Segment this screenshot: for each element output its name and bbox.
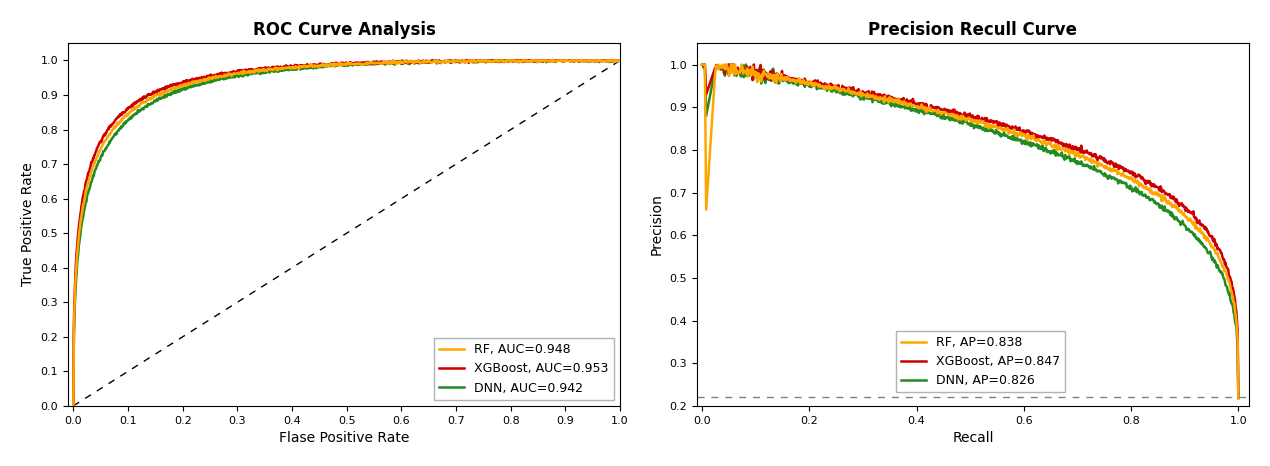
DNN, AP=0.826 (728, 67, 743, 72)
DNN, AP=0.826 (695, 62, 710, 67)
DNN, AUC=0.942 (122, 116, 137, 122)
XGBoost, AUC=0.953 (122, 104, 137, 110)
XGBoost, AP=0.847 (1156, 188, 1171, 193)
DNN, AUC=0.942 (503, 58, 518, 64)
XGBoost, AUC=0.953 (306, 62, 321, 68)
DNN, AUC=0.942 (612, 58, 627, 63)
XGBoost, AUC=0.953 (287, 64, 302, 69)
RF, AUC=0.948 (66, 403, 81, 409)
RF, AUC=0.948 (287, 66, 302, 71)
Y-axis label: True Positive Rate: True Positive Rate (20, 163, 34, 287)
Legend: RF, AP=0.838, XGBoost, AP=0.847, DNN, AP=0.826: RF, AP=0.838, XGBoost, AP=0.847, DNN, AP… (897, 331, 1066, 392)
RF, AUC=0.948 (122, 110, 137, 116)
DNN, AUC=0.942 (493, 58, 508, 64)
DNN, AUC=0.942 (443, 58, 458, 63)
RF, AP=0.838 (1156, 196, 1171, 202)
XGBoost, AP=0.847 (1020, 129, 1035, 134)
Line: RF, AUC=0.948: RF, AUC=0.948 (74, 61, 620, 406)
DNN, AP=0.826 (1101, 173, 1116, 179)
RF, AUC=0.948 (493, 58, 508, 64)
RF, AP=0.838 (1101, 165, 1116, 171)
XGBoost, AUC=0.953 (493, 59, 508, 65)
XGBoost, AP=0.847 (695, 62, 710, 67)
Title: ROC Curve Analysis: ROC Curve Analysis (253, 21, 436, 39)
RF, AUC=0.948 (306, 64, 321, 70)
XGBoost, AUC=0.953 (394, 58, 409, 63)
XGBoost, AUC=0.953 (612, 58, 627, 63)
Title: Precision Recull Curve: Precision Recull Curve (869, 21, 1077, 39)
Line: XGBoost, AP=0.847: XGBoost, AP=0.847 (702, 64, 1238, 397)
DNN, AP=0.826 (1020, 139, 1035, 145)
Line: XGBoost, AUC=0.953: XGBoost, AUC=0.953 (74, 61, 620, 406)
XGBoost, AUC=0.953 (66, 403, 81, 409)
XGBoost, AUC=0.953 (503, 58, 518, 64)
RF, AP=0.838 (728, 62, 743, 67)
DNN, AP=0.826 (1006, 133, 1021, 138)
XGBoost, AP=0.847 (1006, 125, 1021, 131)
XGBoost, AP=0.847 (728, 67, 743, 72)
DNN, AUC=0.942 (287, 67, 302, 72)
XGBoost, AP=0.847 (1231, 394, 1246, 400)
DNN, AP=0.826 (1156, 208, 1171, 213)
XGBoost, AP=0.847 (1101, 159, 1116, 164)
DNN, AUC=0.942 (306, 63, 321, 69)
DNN, AUC=0.942 (441, 59, 456, 65)
Line: DNN, AUC=0.942: DNN, AUC=0.942 (74, 61, 620, 406)
Line: RF, AP=0.838: RF, AP=0.838 (702, 64, 1238, 397)
X-axis label: Flase Positive Rate: Flase Positive Rate (279, 431, 409, 445)
RF, AP=0.838 (1036, 138, 1052, 144)
Legend: RF, AUC=0.948, XGBoost, AUC=0.953, DNN, AUC=0.942: RF, AUC=0.948, XGBoost, AUC=0.953, DNN, … (434, 338, 613, 400)
XGBoost, AP=0.847 (1036, 134, 1052, 139)
XGBoost, AUC=0.953 (442, 59, 457, 64)
DNN, AUC=0.942 (66, 403, 81, 409)
RF, AP=0.838 (1020, 137, 1035, 143)
RF, AP=0.838 (695, 62, 710, 67)
X-axis label: Recall: Recall (952, 431, 993, 445)
RF, AP=0.838 (1231, 395, 1246, 400)
RF, AUC=0.948 (503, 59, 518, 65)
RF, AUC=0.948 (612, 58, 627, 63)
RF, AP=0.838 (1006, 130, 1021, 136)
RF, AUC=0.948 (442, 58, 457, 63)
DNN, AP=0.826 (1231, 396, 1246, 401)
Line: DNN, AP=0.826: DNN, AP=0.826 (702, 64, 1238, 398)
DNN, AP=0.826 (1036, 148, 1052, 154)
RF, AUC=0.948 (398, 58, 413, 63)
Y-axis label: Precision: Precision (650, 193, 664, 255)
